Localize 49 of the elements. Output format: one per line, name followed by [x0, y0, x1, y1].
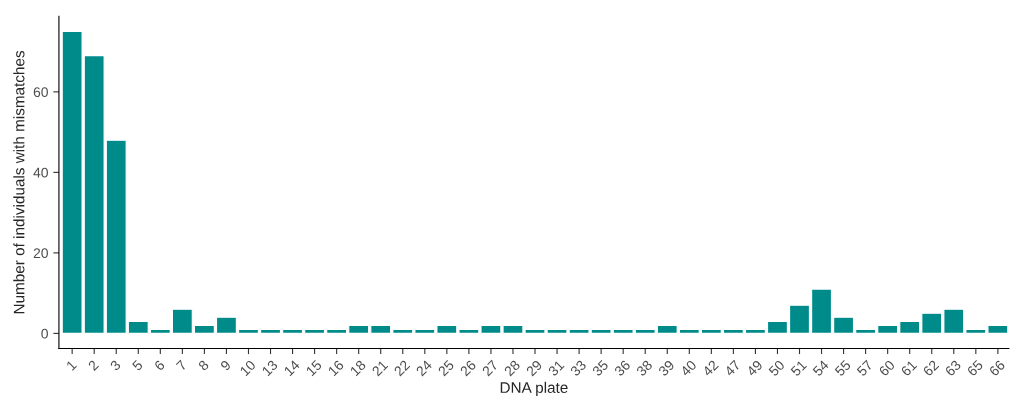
x-tick-label: 55 [834, 359, 852, 377]
x-tick-label: 65 [966, 359, 984, 377]
x-tick-label: 57 [856, 359, 874, 377]
x-tick-label: 49 [745, 359, 764, 377]
x-tick-label: 22 [393, 359, 411, 377]
x-tick-label: 42 [701, 359, 719, 377]
x-tick-label: 21 [371, 359, 389, 377]
x-tick-label: 24 [415, 359, 433, 377]
x-tick-label: 38 [635, 359, 653, 377]
x-tick-label: 9 [219, 359, 232, 372]
x-tick-label: 51 [790, 359, 808, 377]
x-tick-label: 61 [900, 359, 918, 377]
x-tick-label: 33 [569, 359, 587, 377]
x-tick-label: 8 [197, 359, 210, 372]
y-tick-label: 0 [41, 328, 48, 339]
x-tick-label: 3 [109, 359, 122, 372]
x-tick-label: 27 [481, 359, 499, 377]
y-tick-label: 60 [33, 87, 48, 98]
x-tick-label: 31 [547, 359, 565, 377]
x-tick-label: 54 [812, 359, 830, 377]
x-tick-label: 36 [613, 359, 631, 377]
x-tick-label: 40 [679, 359, 698, 377]
x-tick-label: 62 [922, 359, 940, 377]
x-tick-label: 47 [723, 359, 741, 377]
x-tick-label: 14 [283, 359, 301, 377]
x-tick-label: 66 [988, 359, 1006, 377]
x-tick-label: 15 [305, 359, 323, 377]
x-tick-label: 7 [175, 359, 188, 371]
x-tick-label: 16 [327, 359, 345, 377]
x-tick-label: 18 [349, 359, 367, 377]
x-tick-label: 63 [944, 359, 962, 377]
x-tick-label: 50 [768, 359, 786, 377]
x-tick-label: 25 [437, 359, 455, 377]
y-tick-label: 20 [33, 248, 48, 259]
x-tick-label: 10 [239, 359, 257, 377]
x-tick-label: 2 [87, 359, 99, 371]
x-tick-label: 1 [65, 359, 77, 371]
x-tick-label: 28 [503, 359, 521, 377]
x-tick-label: 29 [525, 359, 543, 377]
x-axis-title: DNA plate [500, 381, 568, 397]
y-tick-label: 40 [33, 167, 48, 178]
x-tick-label: 35 [591, 359, 609, 377]
x-tick-label: 13 [261, 359, 279, 377]
x-tick-label: 6 [153, 359, 166, 372]
x-tick-label: 39 [657, 359, 675, 377]
x-tick-label: 60 [878, 359, 896, 377]
x-tick-label: 5 [131, 359, 144, 372]
x-tick-label: 26 [459, 359, 477, 377]
y-axis-title: Number of individuals with mismatches [13, 50, 25, 314]
